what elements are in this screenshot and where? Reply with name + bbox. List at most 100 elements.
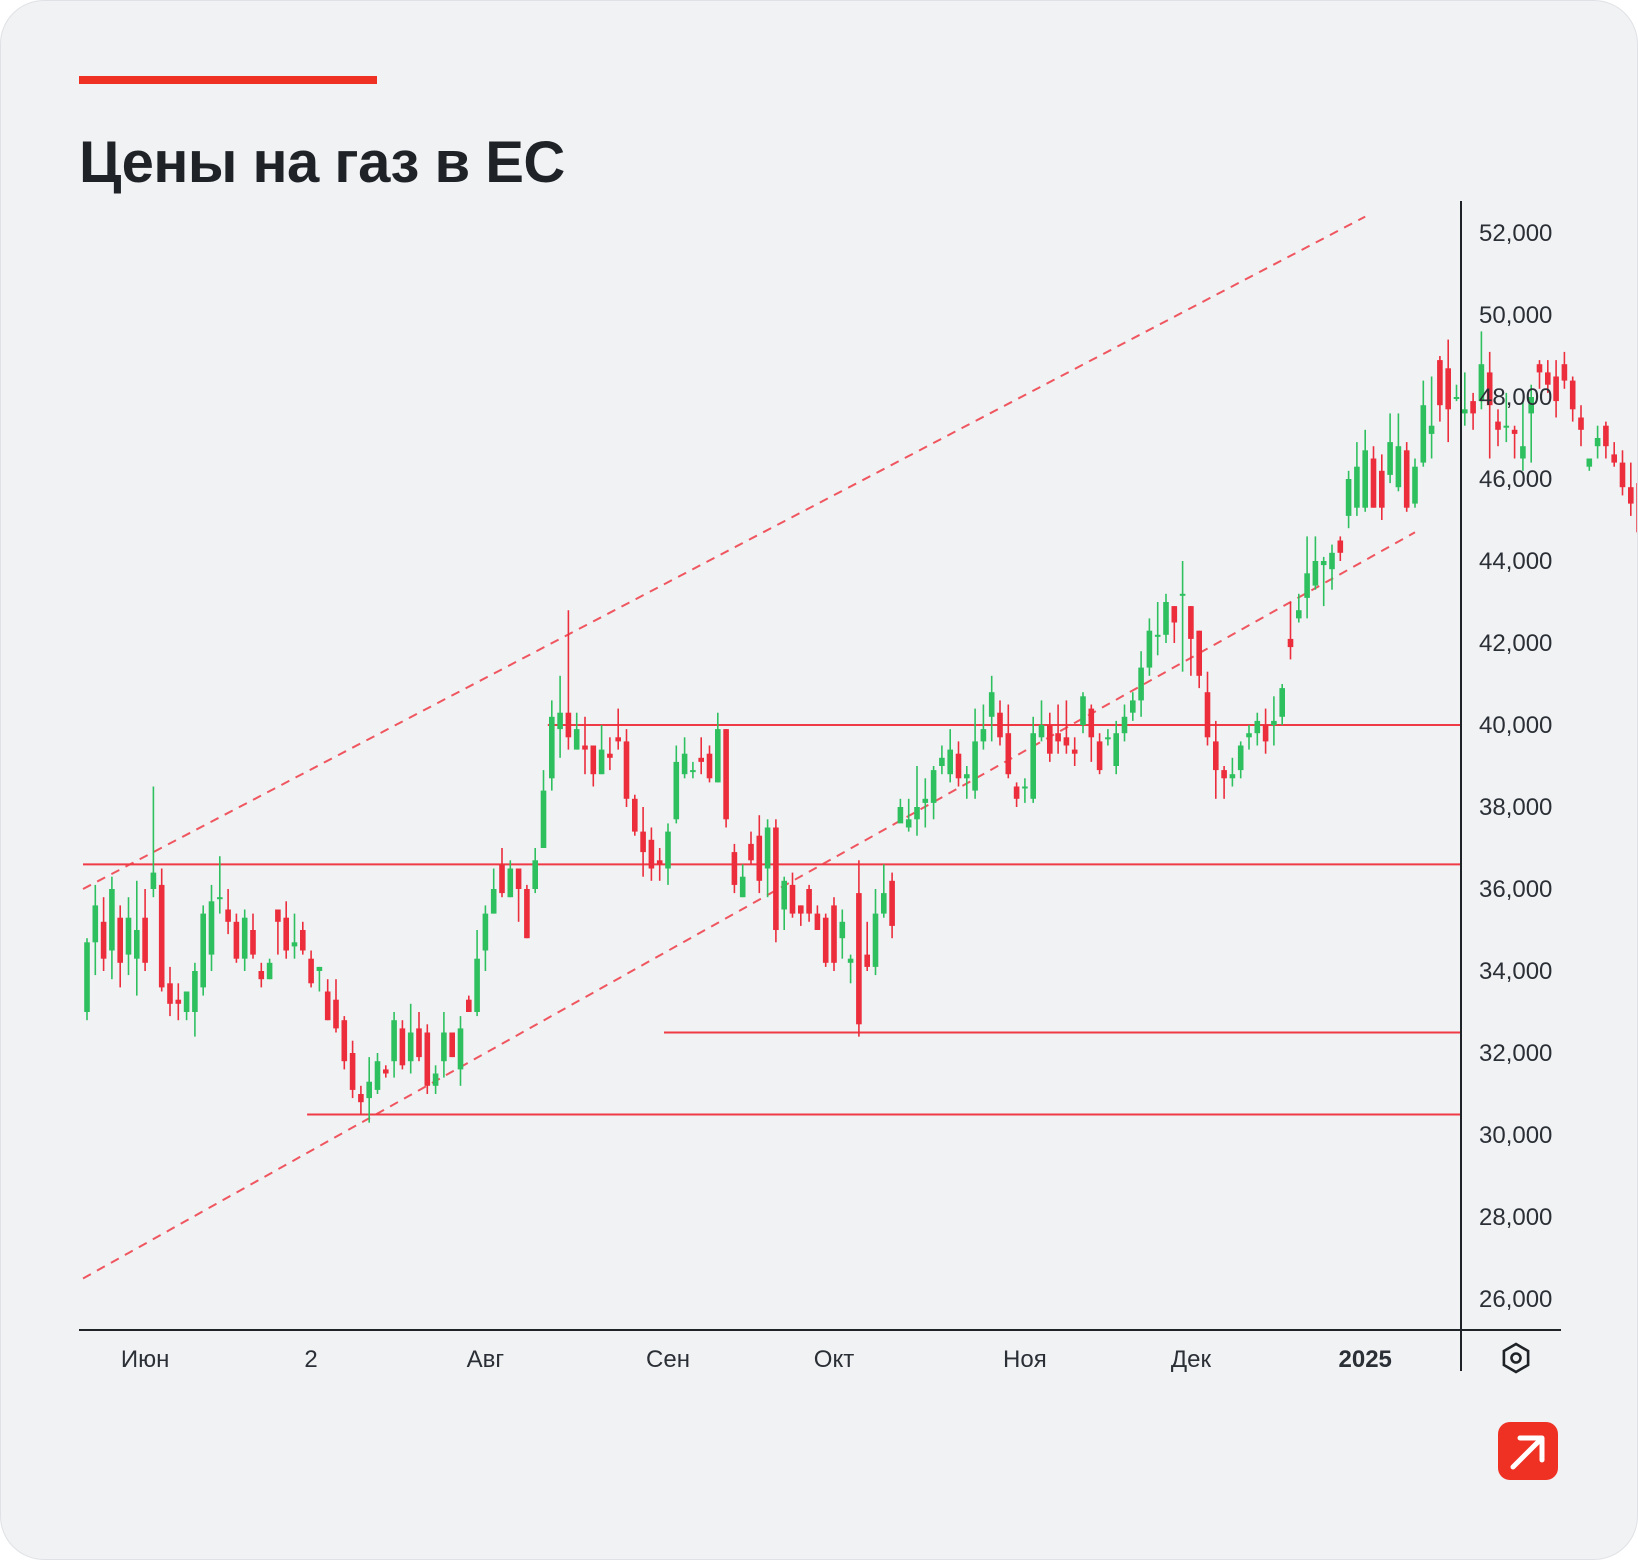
candle-body bbox=[1154, 634, 1161, 637]
candle-body bbox=[1478, 364, 1485, 402]
y-tick-label: 46,000 bbox=[1479, 466, 1552, 493]
candle-body bbox=[847, 958, 854, 963]
candle-body bbox=[333, 999, 339, 1029]
candle-body bbox=[1047, 725, 1053, 754]
candle-body bbox=[872, 913, 879, 967]
candle-body bbox=[1329, 552, 1335, 570]
candle-body bbox=[972, 741, 978, 791]
candle-body bbox=[715, 729, 721, 783]
y-tick-label: 50,000 bbox=[1479, 302, 1552, 329]
candle-body bbox=[773, 827, 779, 930]
y-tick-label: 48,000 bbox=[1479, 384, 1552, 411]
x-tick-label: Ноя bbox=[1003, 1346, 1047, 1373]
x-tick-label: Авг bbox=[467, 1346, 505, 1373]
candle-body bbox=[183, 991, 190, 1012]
candle-body bbox=[1171, 606, 1178, 623]
gear-icon[interactable] bbox=[1502, 1342, 1530, 1374]
candle-body bbox=[706, 753, 713, 779]
candle-body bbox=[1287, 638, 1294, 648]
candle-body bbox=[507, 868, 514, 898]
candle-body bbox=[582, 745, 588, 750]
candle-body bbox=[1320, 561, 1327, 566]
candle-body bbox=[748, 843, 754, 861]
candle-body bbox=[1055, 733, 1061, 742]
candle-body bbox=[358, 1094, 364, 1103]
candles bbox=[84, 331, 1637, 1123]
candle-body bbox=[690, 770, 696, 773]
candle-body bbox=[150, 872, 157, 889]
candle-body bbox=[764, 827, 771, 869]
candle-body bbox=[308, 958, 314, 984]
candle-body bbox=[1536, 364, 1543, 373]
candle-body bbox=[1022, 786, 1028, 789]
chart-title: Цены на газ в ЕС bbox=[79, 130, 565, 195]
candle-body bbox=[1204, 692, 1211, 738]
candle-body bbox=[1246, 733, 1252, 738]
candle-body bbox=[1462, 409, 1468, 414]
candle-body bbox=[1636, 483, 1637, 533]
candle-body bbox=[598, 749, 605, 775]
candle-body bbox=[698, 757, 704, 762]
candle-body bbox=[1412, 466, 1418, 504]
candle-body bbox=[549, 716, 555, 779]
candle-body bbox=[1038, 725, 1045, 738]
candle-body bbox=[1578, 417, 1584, 430]
candle-body bbox=[988, 692, 995, 717]
candle-body bbox=[1179, 593, 1186, 596]
candle-body bbox=[1561, 364, 1568, 381]
y-tick-label: 44,000 bbox=[1479, 548, 1552, 575]
candle-body bbox=[607, 753, 613, 758]
candle-body bbox=[1105, 737, 1111, 740]
candle-body bbox=[100, 921, 107, 959]
candle-body bbox=[250, 930, 256, 955]
candle-body bbox=[490, 889, 497, 914]
y-tick-label: 36,000 bbox=[1479, 876, 1552, 903]
candle-body bbox=[474, 958, 480, 1012]
candle-body bbox=[1503, 425, 1510, 428]
candle-body bbox=[731, 852, 738, 885]
x-tick-label: Окт bbox=[814, 1346, 854, 1373]
y-tick-label: 32,000 bbox=[1479, 1040, 1552, 1067]
candle-body bbox=[524, 889, 530, 939]
candle-body bbox=[499, 864, 505, 894]
candle-body bbox=[997, 712, 1003, 738]
candle-body bbox=[930, 770, 937, 803]
candle-body bbox=[1345, 479, 1352, 516]
candle-body bbox=[200, 913, 206, 988]
candle-body bbox=[125, 917, 132, 955]
candle-body bbox=[540, 790, 547, 848]
candle-body bbox=[781, 880, 787, 910]
candle-body bbox=[1063, 737, 1070, 746]
accent-bar bbox=[79, 76, 377, 84]
candle-body bbox=[1545, 372, 1551, 385]
candle-body bbox=[1354, 466, 1360, 508]
y-tick-label: 34,000 bbox=[1479, 958, 1552, 985]
candle-body bbox=[275, 909, 281, 922]
candle-body bbox=[756, 835, 763, 881]
candle-body bbox=[283, 917, 289, 951]
candle-body bbox=[831, 905, 837, 963]
candle-body bbox=[1486, 372, 1493, 406]
candle-body bbox=[192, 971, 198, 1012]
candle-body bbox=[1271, 720, 1277, 725]
candle-body bbox=[233, 921, 240, 959]
candle-body bbox=[225, 909, 231, 922]
candle-body bbox=[889, 880, 895, 926]
candle-body bbox=[349, 1053, 356, 1090]
candle-body bbox=[1553, 376, 1559, 402]
candle-body bbox=[1013, 786, 1020, 799]
candle-body bbox=[955, 753, 962, 779]
candle-body bbox=[557, 712, 563, 730]
candle-body bbox=[1586, 458, 1593, 467]
candle-body bbox=[1428, 425, 1435, 434]
candle-body bbox=[1594, 438, 1601, 447]
candle-body bbox=[142, 917, 148, 963]
y-tick-label: 38,000 bbox=[1479, 794, 1552, 821]
y-tick-label: 40,000 bbox=[1479, 712, 1552, 739]
candle-body bbox=[300, 930, 306, 951]
candle-body bbox=[407, 1032, 414, 1062]
candle-body bbox=[482, 913, 489, 951]
candle-body bbox=[1520, 446, 1526, 459]
